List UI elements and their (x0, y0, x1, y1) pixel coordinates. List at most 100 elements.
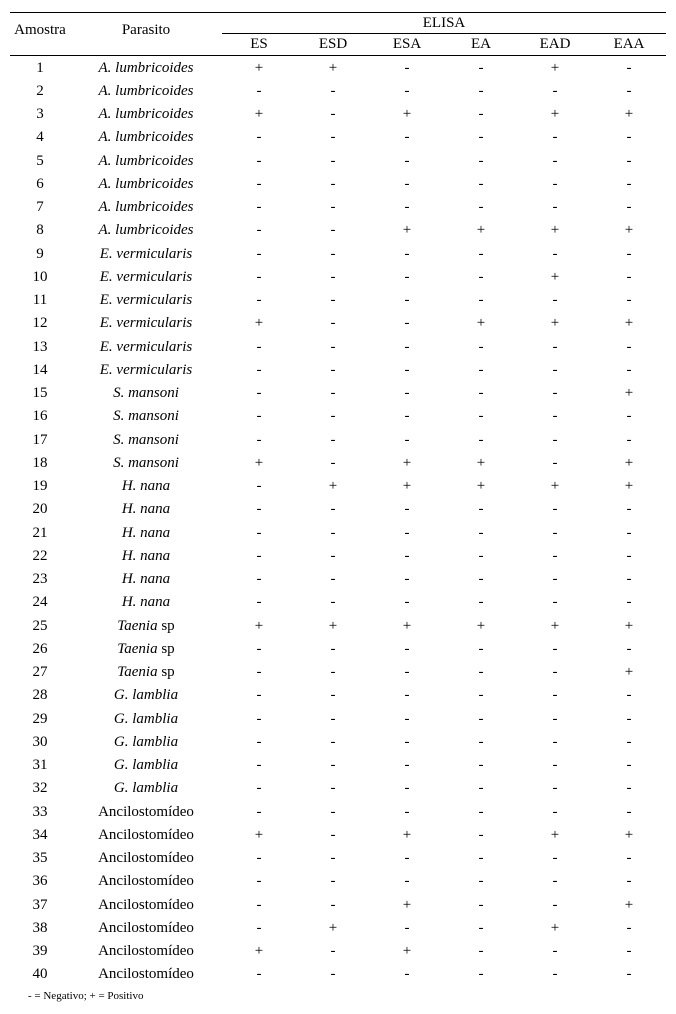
cell-result: + (592, 219, 666, 242)
cell-result: - (222, 916, 296, 939)
table-row: 33Ancilostomídeo------ (10, 800, 666, 823)
table-row: 18S. mansoni+-++-+ (10, 451, 666, 474)
cell-amostra: 29 (10, 707, 70, 730)
cell-parasito: Taenia sp (70, 661, 222, 684)
cell-result: - (222, 847, 296, 870)
cell-result: - (592, 847, 666, 870)
cell-result: - (518, 382, 592, 405)
cell-result: - (370, 847, 444, 870)
cell-result: - (444, 382, 518, 405)
cell-result: - (592, 940, 666, 963)
cell-result: - (444, 754, 518, 777)
cell-result: - (370, 242, 444, 265)
cell-result: - (592, 637, 666, 660)
cell-result: - (592, 544, 666, 567)
cell-result: - (370, 568, 444, 591)
cell-result: - (370, 335, 444, 358)
table-row: 8A. lumbricoides--++++ (10, 219, 666, 242)
cell-result: - (296, 219, 370, 242)
cell-parasito: A. lumbricoides (70, 149, 222, 172)
cell-amostra: 12 (10, 312, 70, 335)
cell-parasito: S. mansoni (70, 451, 222, 474)
cell-result: - (222, 382, 296, 405)
cell-parasito: A. lumbricoides (70, 196, 222, 219)
cell-parasito: E. vermicularis (70, 335, 222, 358)
cell-result: - (370, 916, 444, 939)
cell-result: - (444, 800, 518, 823)
cell-result: + (592, 893, 666, 916)
cell-parasito: H. nana (70, 521, 222, 544)
cell-result: - (444, 242, 518, 265)
cell-result: - (592, 149, 666, 172)
cell-amostra: 17 (10, 428, 70, 451)
cell-result: - (518, 754, 592, 777)
cell-result: + (592, 661, 666, 684)
cell-parasito: E. vermicularis (70, 312, 222, 335)
cell-result: - (222, 289, 296, 312)
cell-result: - (592, 358, 666, 381)
cell-result: - (296, 707, 370, 730)
table-row: 29G. lamblia------ (10, 707, 666, 730)
cell-amostra: 35 (10, 847, 70, 870)
table-row: 7A. lumbricoides------ (10, 196, 666, 219)
cell-amostra: 18 (10, 451, 70, 474)
table-row: 13E. vermicularis------ (10, 335, 666, 358)
cell-result: - (222, 870, 296, 893)
cell-amostra: 13 (10, 335, 70, 358)
cell-result: - (222, 335, 296, 358)
cell-result: + (444, 451, 518, 474)
table-row: 3A. lumbricoides+-+-++ (10, 103, 666, 126)
cell-result: - (518, 870, 592, 893)
table-row: 35Ancilostomídeo------ (10, 847, 666, 870)
cell-result: - (222, 405, 296, 428)
cell-result: - (222, 568, 296, 591)
cell-result: - (444, 893, 518, 916)
cell-result: - (370, 544, 444, 567)
cell-result: + (518, 56, 592, 80)
cell-result: - (592, 126, 666, 149)
cell-result: - (592, 335, 666, 358)
cell-result: - (444, 265, 518, 288)
cell-parasito: H. nana (70, 498, 222, 521)
cell-parasito: G. lamblia (70, 730, 222, 753)
cell-amostra: 19 (10, 475, 70, 498)
cell-result: + (518, 312, 592, 335)
cell-result: - (222, 242, 296, 265)
header-esa: ESA (370, 34, 444, 56)
cell-result: + (370, 451, 444, 474)
cell-parasito: G. lamblia (70, 754, 222, 777)
table-row: 21H. nana------ (10, 521, 666, 544)
cell-result: + (444, 219, 518, 242)
cell-result: + (370, 823, 444, 846)
cell-result: - (370, 126, 444, 149)
cell-result: + (370, 893, 444, 916)
cell-result: - (592, 405, 666, 428)
cell-amostra: 24 (10, 591, 70, 614)
cell-result: + (370, 103, 444, 126)
cell-amostra: 26 (10, 637, 70, 660)
table-body: 1A. lumbricoides++--+-2A. lumbricoides--… (10, 56, 666, 987)
cell-amostra: 37 (10, 893, 70, 916)
cell-result: - (370, 358, 444, 381)
cell-result: - (370, 498, 444, 521)
cell-result: - (370, 265, 444, 288)
cell-result: - (444, 149, 518, 172)
cell-parasito: A. lumbricoides (70, 79, 222, 102)
cell-result: - (592, 963, 666, 986)
cell-result: - (444, 847, 518, 870)
cell-result: - (296, 521, 370, 544)
cell-result: + (296, 916, 370, 939)
table-row: 38Ancilostomídeo-+--+- (10, 916, 666, 939)
table-row: 14E. vermicularis------ (10, 358, 666, 381)
cell-result: - (518, 568, 592, 591)
cell-result: - (518, 242, 592, 265)
cell-parasito: A. lumbricoides (70, 172, 222, 195)
cell-result: - (518, 289, 592, 312)
cell-result: - (370, 149, 444, 172)
table-row: 11E. vermicularis------ (10, 289, 666, 312)
cell-parasito: S. mansoni (70, 382, 222, 405)
cell-result: - (444, 405, 518, 428)
cell-result: - (444, 823, 518, 846)
cell-result: - (444, 335, 518, 358)
cell-result: - (592, 428, 666, 451)
